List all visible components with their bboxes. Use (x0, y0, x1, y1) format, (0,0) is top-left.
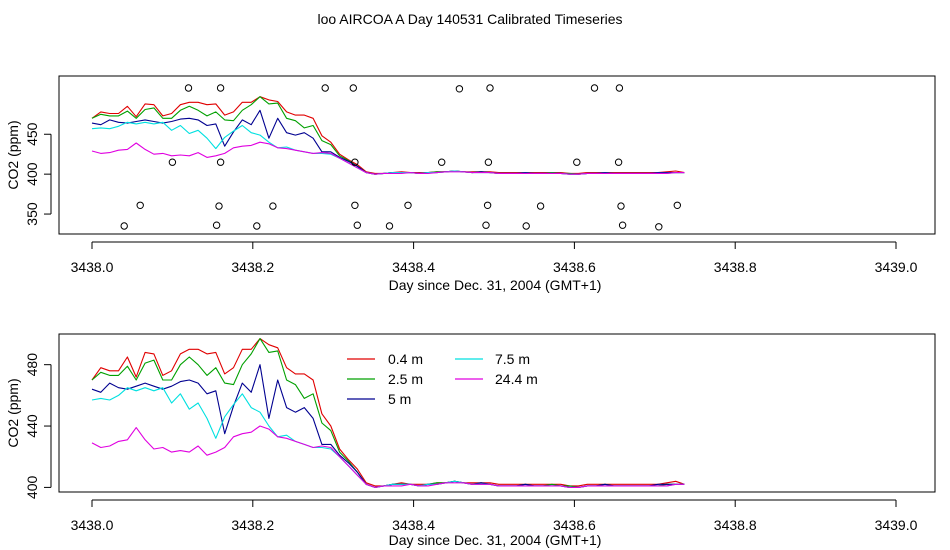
marker-point (617, 202, 625, 210)
marker-point (253, 222, 261, 230)
marker-point (482, 221, 490, 229)
top-x-axis: 3438.0 3438.2 3438.4 3438.6 3438.8 3439.0 (71, 241, 918, 275)
marker-point (573, 158, 581, 166)
top-plot-frame (58, 75, 936, 235)
figure-title: loo AIRCOA A Day 140531 Calibrated Times… (317, 11, 622, 27)
marker-point (269, 202, 277, 210)
x-tick-label: 3438.2 (231, 517, 274, 533)
top-x-axis-label: Day since Dec. 31, 2004 (GMT+1) (389, 277, 602, 293)
marker-point (212, 221, 221, 229)
x-tick-label: 3438.6 (553, 517, 596, 533)
marker-point (618, 221, 627, 229)
x-tick-label: 3439.0 (875, 517, 918, 533)
bottom-x-axis-label: Day since Dec. 31, 2004 (GMT+1) (389, 532, 602, 548)
y-tick-label: 400 (24, 162, 40, 186)
legend-item-0.4m: 0.4 m (347, 351, 423, 367)
bottom-plot-frame (58, 333, 936, 493)
marker-point (614, 158, 623, 166)
marker-point (136, 201, 144, 210)
legend-label-2.5m: 2.5 m (388, 371, 423, 387)
top-series-group (91, 96, 685, 175)
marker-point (590, 84, 599, 92)
legend-item-24.4m: 24.4 m (455, 371, 538, 387)
bottom-series-group (91, 338, 685, 488)
top-series-line-24.4m (91, 141, 685, 175)
x-tick-label: 3438.8 (714, 517, 757, 533)
top-y-axis-label: CO2 (ppm) (5, 120, 21, 189)
x-tick-label: 3438.4 (392, 259, 435, 275)
bottom-y-axis-label: CO2 (ppm) (5, 378, 21, 447)
legend-label-5m: 5 m (388, 391, 411, 407)
bottom-y-axis: 400 440 480 (24, 353, 52, 500)
marker-point (120, 222, 128, 230)
marker-point (522, 222, 530, 230)
marker-point (351, 201, 359, 210)
x-tick-label: 3438.8 (714, 259, 757, 275)
series-line-24.4m (91, 425, 685, 488)
bottom-panel: 3438.0 3438.2 3438.4 3438.6 3438.8 3439.0 400… (5, 333, 936, 548)
bottom-x-axis: 3438.0 3438.2 3438.4 3438.6 3438.8 3439.0 (71, 499, 918, 533)
top-y-axis: 350 400 450 (24, 122, 52, 226)
marker-point (216, 84, 225, 92)
marker-point (404, 201, 412, 210)
legend-item-7.5m: 7.5 m (455, 351, 530, 367)
y-tick-label: 350 (24, 202, 40, 226)
marker-point (321, 84, 329, 92)
marker-point (483, 201, 492, 210)
x-tick-label: 3438.6 (553, 259, 596, 275)
marker-point (184, 84, 193, 92)
y-tick-label: 480 (24, 353, 40, 377)
y-tick-label: 440 (24, 414, 40, 438)
marker-point (351, 158, 359, 166)
marker-point (673, 201, 681, 210)
legend: 0.4 m 2.5 m 5 m 7.5 m 24.4 m (347, 351, 538, 407)
marker-point (536, 202, 545, 210)
marker-point (385, 222, 394, 230)
marker-point (216, 158, 225, 166)
marker-point (484, 158, 493, 166)
y-tick-label: 450 (24, 122, 40, 146)
x-tick-label: 3438.0 (71, 517, 114, 533)
marker-point (349, 84, 357, 92)
legend-label-0.4m: 0.4 m (388, 351, 423, 367)
legend-item-5m: 5 m (347, 391, 411, 407)
marker-point (615, 84, 624, 92)
marker-point (168, 158, 177, 166)
x-tick-label: 3438.4 (392, 517, 435, 533)
x-tick-label: 3439.0 (875, 259, 918, 275)
legend-item-2.5m: 2.5 m (347, 371, 423, 387)
marker-point (438, 158, 446, 166)
legend-label-7.5m: 7.5 m (495, 351, 530, 367)
x-tick-label: 3438.0 (71, 259, 114, 275)
marker-point (353, 221, 361, 229)
marker-point (215, 202, 223, 210)
x-tick-label: 3438.2 (231, 259, 274, 275)
marker-point (486, 84, 494, 92)
y-tick-label: 400 (24, 476, 40, 500)
legend-label-24.4m: 24.4 m (495, 371, 538, 387)
top-marker-group (120, 84, 681, 231)
marker-point (455, 85, 464, 93)
marker-point (655, 223, 663, 231)
top-panel: 3438.0 3438.2 3438.4 3438.6 3438.8 3439.0 350… (5, 75, 936, 293)
